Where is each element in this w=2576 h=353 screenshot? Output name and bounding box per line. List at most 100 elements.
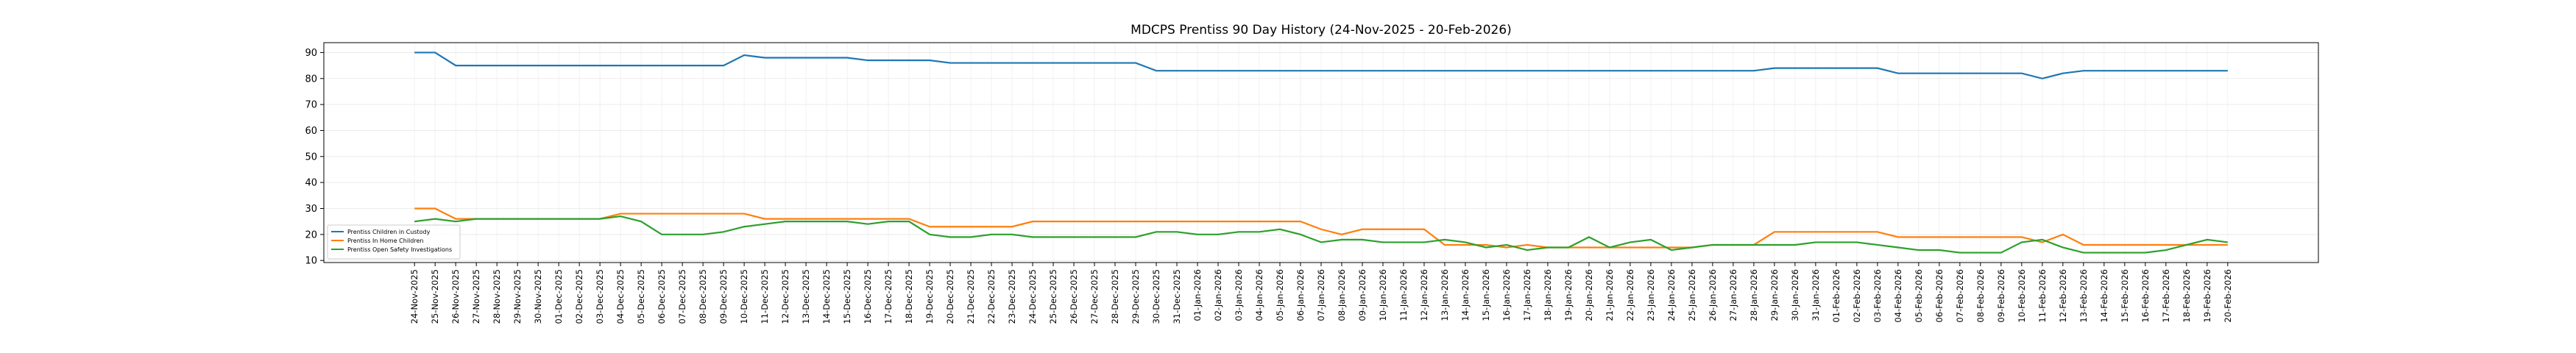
x-tick-label: 04-Feb-2026 [1893, 269, 1903, 323]
x-tick-label: 20-Feb-2026 [2223, 269, 2233, 323]
y-tick-label: 70 [305, 100, 317, 111]
x-tick-label: 04-Jan-2026 [1254, 269, 1264, 321]
x-tick-label: 13-Dec-2025 [801, 269, 811, 324]
x-tick-label: 11-Dec-2025 [760, 269, 770, 324]
x-tick-label: 20-Dec-2025 [945, 269, 955, 324]
x-tick-label: 22-Dec-2025 [986, 269, 997, 324]
x-tick-label: 03-Jan-2026 [1234, 269, 1244, 321]
x-tick-label: 29-Nov-2025 [512, 269, 523, 324]
x-tick-label: 15-Jan-2026 [1481, 269, 1491, 321]
x-tick-label: 01-Dec-2025 [553, 269, 564, 324]
x-tick-label: 14-Jan-2026 [1460, 269, 1471, 321]
x-tick-label: 13-Jan-2026 [1440, 269, 1450, 321]
y-tick-label: 20 [305, 229, 317, 240]
y-tick-label: 50 [305, 151, 317, 163]
x-tick-label: 22-Jan-2026 [1625, 269, 1635, 321]
x-tick-label: 29-Jan-2026 [1769, 269, 1780, 321]
x-tick-label: 18-Dec-2025 [904, 269, 914, 324]
x-tick-label: 15-Feb-2026 [2120, 269, 2130, 323]
x-tick-label: 10-Jan-2026 [1378, 269, 1388, 321]
y-tick-label: 10 [305, 256, 317, 267]
x-tick-label: 17-Dec-2025 [883, 269, 894, 324]
x-tick-label: 17-Jan-2026 [1522, 269, 1532, 321]
series-line [414, 207, 2228, 249]
x-tick-label: 20-Jan-2026 [1584, 269, 1594, 321]
x-tick-label: 21-Dec-2025 [966, 269, 976, 324]
x-tick-label: 09-Jan-2026 [1357, 269, 1367, 321]
x-tick-label: 25-Jan-2026 [1687, 269, 1697, 321]
x-tick-label: 08-Dec-2025 [698, 269, 708, 324]
x-tick-label: 27-Nov-2025 [471, 269, 481, 324]
x-tick-label: 30-Jan-2026 [1790, 269, 1800, 321]
y-tick-label: 90 [305, 48, 317, 59]
x-tick-label: 28-Dec-2025 [1110, 269, 1120, 324]
x-tick-label: 09-Dec-2025 [718, 269, 729, 324]
x-tick-label: 08-Jan-2026 [1337, 269, 1347, 321]
legend-label: Prentiss In Home Children [347, 238, 423, 244]
x-tick-label: 03-Dec-2025 [595, 269, 605, 324]
x-tick-label: 16-Jan-2026 [1501, 269, 1512, 321]
x-tick-label: 13-Feb-2026 [2078, 269, 2089, 323]
series-line [414, 51, 2228, 79]
x-tick-label: 18-Feb-2026 [2182, 269, 2192, 323]
x-tick-label: 19-Jan-2026 [1563, 269, 1574, 321]
y-tick-label: 80 [305, 74, 317, 85]
legend-label: Prentiss Open Safety Investigations [347, 246, 452, 253]
x-tick-label: 23-Dec-2025 [1007, 269, 1017, 324]
x-tick-label: 19-Feb-2026 [2202, 269, 2212, 323]
x-tick-label: 31-Dec-2025 [1172, 269, 1182, 324]
x-tick-label: 31-Jan-2026 [1811, 269, 1821, 321]
x-tick-label: 04-Dec-2025 [615, 269, 626, 324]
x-tick-label: 21-Jan-2026 [1604, 269, 1615, 321]
x-tick-label: 02-Dec-2025 [574, 269, 584, 324]
x-tick-label: 16-Dec-2025 [863, 269, 873, 324]
x-tick-label: 26-Nov-2025 [450, 269, 461, 324]
x-tick-label: 06-Dec-2025 [657, 269, 667, 324]
x-tick-label: 11-Jan-2026 [1398, 269, 1409, 321]
y-tick-label: 60 [305, 126, 317, 137]
x-tick-label: 12-Jan-2026 [1419, 269, 1429, 321]
x-tick-label: 15-Dec-2025 [842, 269, 852, 324]
x-tick-label: 27-Dec-2025 [1089, 269, 1100, 324]
x-tick-label: 24-Nov-2025 [409, 269, 420, 324]
x-tick-label: 23-Jan-2026 [1646, 269, 1656, 321]
x-tick-label: 26-Dec-2025 [1069, 269, 1079, 324]
x-tick-label: 07-Jan-2026 [1316, 269, 1326, 321]
x-tick-label: 02-Feb-2026 [1852, 269, 1862, 323]
x-tick-label: 24-Dec-2025 [1027, 269, 1038, 324]
legend-label: Prentiss Children in Custody [347, 229, 431, 235]
x-tick-label: 12-Dec-2025 [780, 269, 790, 324]
x-tick-label: 10-Feb-2026 [2017, 269, 2027, 323]
x-tick-label: 25-Dec-2025 [1048, 269, 1058, 324]
x-tick-label: 27-Jan-2026 [1728, 269, 1738, 321]
x-tick-label: 25-Nov-2025 [430, 269, 440, 324]
x-tick-label: 14-Dec-2025 [821, 269, 832, 324]
plot-frame [323, 42, 2319, 263]
series-line [414, 215, 2228, 254]
x-tick-label: 29-Dec-2025 [1130, 269, 1141, 324]
x-tick-label: 06-Jan-2026 [1295, 269, 1306, 321]
x-tick-label: 17-Feb-2026 [2161, 269, 2171, 323]
x-tick-label: 05-Dec-2025 [636, 269, 646, 324]
x-tick-label: 11-Feb-2026 [2037, 269, 2048, 323]
x-tick-label: 19-Dec-2025 [924, 269, 935, 324]
x-tick-label: 28-Jan-2026 [1749, 269, 1759, 321]
legend-box [327, 224, 461, 260]
x-tick-label: 14-Feb-2026 [2099, 269, 2109, 323]
x-tick-label: 05-Feb-2026 [1914, 269, 1924, 323]
x-tick-label: 06-Feb-2026 [1934, 269, 1945, 323]
x-tick-label: 01-Jan-2026 [1192, 269, 1203, 321]
x-tick-label: 28-Nov-2025 [492, 269, 502, 324]
x-tick-label: 01-Feb-2026 [1831, 269, 1841, 323]
x-tick-label: 02-Jan-2026 [1213, 269, 1223, 321]
x-tick-label: 30-Nov-2025 [533, 269, 543, 324]
x-tick-label: 16-Feb-2026 [2140, 269, 2151, 323]
x-tick-label: 07-Feb-2026 [1955, 269, 1965, 323]
x-tick-label: 26-Jan-2026 [1708, 269, 1718, 321]
x-tick-label: 24-Jan-2026 [1666, 269, 1677, 321]
x-tick-label: 18-Jan-2026 [1543, 269, 1553, 321]
x-tick-label: 07-Dec-2025 [677, 269, 687, 324]
x-tick-label: 10-Dec-2025 [739, 269, 749, 324]
x-tick-label: 09-Feb-2026 [1996, 269, 2006, 323]
